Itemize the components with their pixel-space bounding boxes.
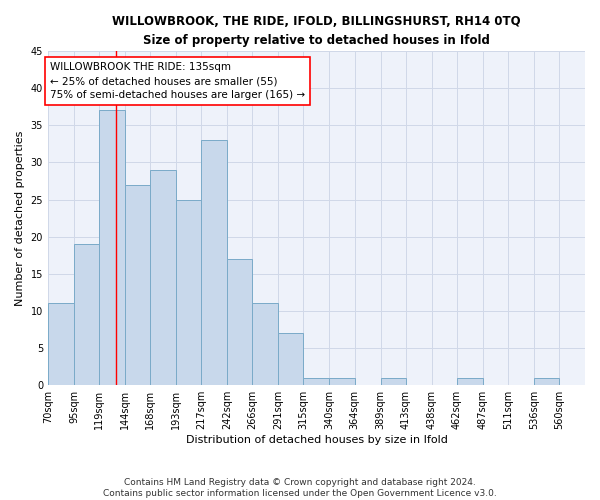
Bar: [150, 170, 176, 385]
Bar: [304, 378, 329, 385]
Bar: [534, 378, 559, 385]
X-axis label: Distribution of detached houses by size in Ifold: Distribution of detached houses by size …: [185, 435, 448, 445]
Title: WILLOWBROOK, THE RIDE, IFOLD, BILLINGSHURST, RH14 0TQ
Size of property relative : WILLOWBROOK, THE RIDE, IFOLD, BILLINGSHU…: [112, 15, 521, 47]
Bar: [227, 259, 253, 385]
Bar: [329, 378, 355, 385]
Bar: [48, 304, 74, 385]
Y-axis label: Number of detached properties: Number of detached properties: [15, 130, 25, 306]
Bar: [380, 378, 406, 385]
Bar: [125, 184, 150, 385]
Text: Contains HM Land Registry data © Crown copyright and database right 2024.
Contai: Contains HM Land Registry data © Crown c…: [103, 478, 497, 498]
Bar: [201, 140, 227, 385]
Bar: [176, 200, 201, 385]
Bar: [253, 304, 278, 385]
Bar: [278, 333, 304, 385]
Bar: [457, 378, 483, 385]
Text: WILLOWBROOK THE RIDE: 135sqm
← 25% of detached houses are smaller (55)
75% of se: WILLOWBROOK THE RIDE: 135sqm ← 25% of de…: [50, 62, 305, 100]
Bar: [74, 244, 99, 385]
Bar: [99, 110, 125, 385]
